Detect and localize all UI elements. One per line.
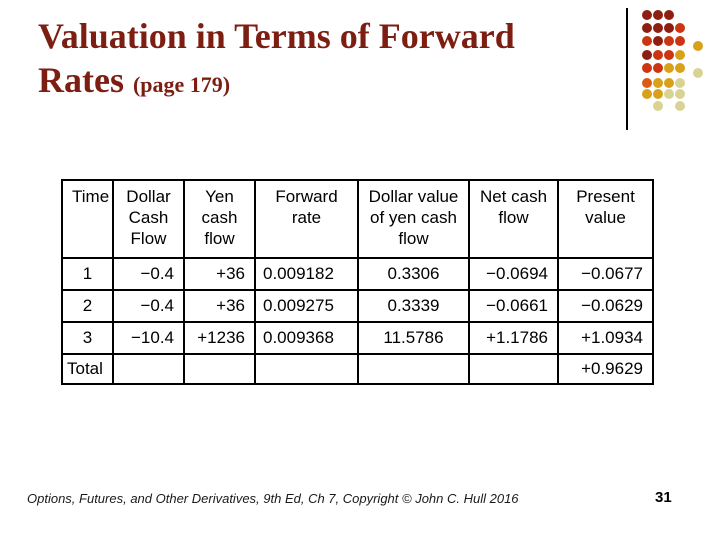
dot bbox=[664, 23, 674, 33]
dot bbox=[653, 89, 663, 99]
column-header-yen-cash-flow: Yen cash flow bbox=[183, 179, 256, 259]
dot bbox=[653, 78, 663, 88]
dot bbox=[675, 78, 685, 88]
cell-yen-cash-flow: +36 bbox=[183, 257, 256, 291]
cell-net-cash-flow: −0.0661 bbox=[468, 289, 559, 323]
dot bbox=[653, 63, 663, 73]
table-header-row: Time Dollar Cash Flow Yen cash flow Forw… bbox=[61, 179, 654, 259]
dot bbox=[642, 50, 652, 60]
dot bbox=[675, 36, 685, 46]
cell-time: 3 bbox=[61, 321, 114, 355]
cell-present-value: +1.0934 bbox=[557, 321, 654, 355]
page-number: 31 bbox=[655, 489, 672, 506]
table-row: 2 −0.4 +36 0.009275 0.3339 −0.0661 −0.06… bbox=[61, 289, 654, 323]
cell-net-cash-flow: +1.1786 bbox=[468, 321, 559, 355]
dot bbox=[675, 63, 685, 73]
dot bbox=[642, 89, 652, 99]
dot bbox=[664, 36, 674, 46]
dot bbox=[664, 78, 674, 88]
dot bbox=[693, 41, 703, 51]
cell-dollar-value-of-yen-cash-flow: 0.3306 bbox=[357, 257, 470, 291]
dot bbox=[653, 36, 663, 46]
cell-forward-rate: 0.009368 bbox=[254, 321, 359, 355]
cell-dollar-cash-flow: −10.4 bbox=[112, 321, 185, 355]
cell-forward-rate: 0.009182 bbox=[254, 257, 359, 291]
table-total-row: Total +0.9629 bbox=[61, 353, 654, 385]
title-line1: Valuation in Terms of Forward bbox=[38, 16, 515, 56]
cell-dollar-value-of-yen-cash-flow: 11.5786 bbox=[357, 321, 470, 355]
column-header-present-value: Present value bbox=[557, 179, 654, 259]
table-row: 1 −0.4 +36 0.009182 0.3306 −0.0694 −0.06… bbox=[61, 257, 654, 291]
dot bbox=[642, 78, 652, 88]
dot bbox=[653, 101, 663, 111]
dot bbox=[642, 23, 652, 33]
dot bbox=[675, 50, 685, 60]
cell-total-label: Total bbox=[61, 353, 114, 385]
dot bbox=[664, 89, 674, 99]
footer-citation: Options, Futures, and Other Derivatives,… bbox=[27, 491, 519, 506]
cell-time: 2 bbox=[61, 289, 114, 323]
cell-empty bbox=[183, 353, 256, 385]
dot bbox=[642, 63, 652, 73]
dot bbox=[653, 23, 663, 33]
dot bbox=[653, 50, 663, 60]
cell-present-value: −0.0629 bbox=[557, 289, 654, 323]
cell-empty bbox=[112, 353, 185, 385]
cell-present-value: −0.0677 bbox=[557, 257, 654, 291]
dot bbox=[653, 10, 663, 20]
dot bbox=[642, 10, 652, 20]
dot bbox=[642, 36, 652, 46]
decoration-vertical-line bbox=[626, 8, 628, 130]
dot bbox=[664, 10, 674, 20]
cell-net-cash-flow: −0.0694 bbox=[468, 257, 559, 291]
dot bbox=[675, 89, 685, 99]
cell-yen-cash-flow: +36 bbox=[183, 289, 256, 323]
title-line2: Rates bbox=[38, 60, 124, 100]
cell-dollar-cash-flow: −0.4 bbox=[112, 257, 185, 291]
dot bbox=[693, 68, 703, 78]
column-header-forward-rate: Forward rate bbox=[254, 179, 359, 259]
title-page-ref: (page 179) bbox=[132, 72, 231, 97]
column-header-time: Time bbox=[61, 179, 114, 259]
cell-empty bbox=[357, 353, 470, 385]
page-title: Valuation in Terms of Forward Rates (page… bbox=[38, 14, 638, 107]
cell-time: 1 bbox=[61, 257, 114, 291]
column-header-dollar-value-of-yen-cash-flow: Dollar value of yen cash flow bbox=[357, 179, 470, 259]
cell-empty bbox=[468, 353, 559, 385]
cell-total-present-value: +0.9629 bbox=[557, 353, 654, 385]
cell-dollar-cash-flow: −0.4 bbox=[112, 289, 185, 323]
dot bbox=[664, 50, 674, 60]
dot bbox=[664, 63, 674, 73]
column-header-net-cash-flow: Net cash flow bbox=[468, 179, 559, 259]
cell-forward-rate: 0.009275 bbox=[254, 289, 359, 323]
table-row: 3 −10.4 +1236 0.009368 11.5786 +1.1786 +… bbox=[61, 321, 654, 355]
cell-empty bbox=[254, 353, 359, 385]
cell-dollar-value-of-yen-cash-flow: 0.3339 bbox=[357, 289, 470, 323]
dot bbox=[675, 101, 685, 111]
valuation-table: Time Dollar Cash Flow Yen cash flow Forw… bbox=[61, 179, 654, 385]
column-header-dollar-cash-flow: Dollar Cash Flow bbox=[112, 179, 185, 259]
dot bbox=[675, 23, 685, 33]
cell-yen-cash-flow: +1236 bbox=[183, 321, 256, 355]
